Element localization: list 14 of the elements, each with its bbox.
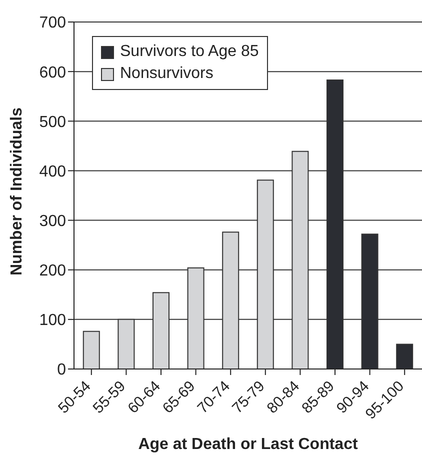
legend-label: Survivors to Age 85 <box>120 42 259 62</box>
y-tick-label: 200 <box>39 262 66 280</box>
y-axis-title: Number of Individuals <box>8 107 26 276</box>
y-tick-label: 700 <box>39 14 66 32</box>
bar <box>82 330 100 369</box>
legend-label: Nonsurvivors <box>120 64 214 84</box>
y-tick-label: 0 <box>57 362 66 379</box>
y-tick-label: 400 <box>39 163 66 180</box>
x-axis-title: Age at Death or Last Contact <box>138 436 358 453</box>
y-tick-label: 300 <box>39 212 66 230</box>
y-tick-label: 600 <box>39 64 66 82</box>
y-tick-label: 500 <box>39 114 66 131</box>
y-tick-label: 100 <box>39 312 66 330</box>
bar <box>396 344 414 369</box>
